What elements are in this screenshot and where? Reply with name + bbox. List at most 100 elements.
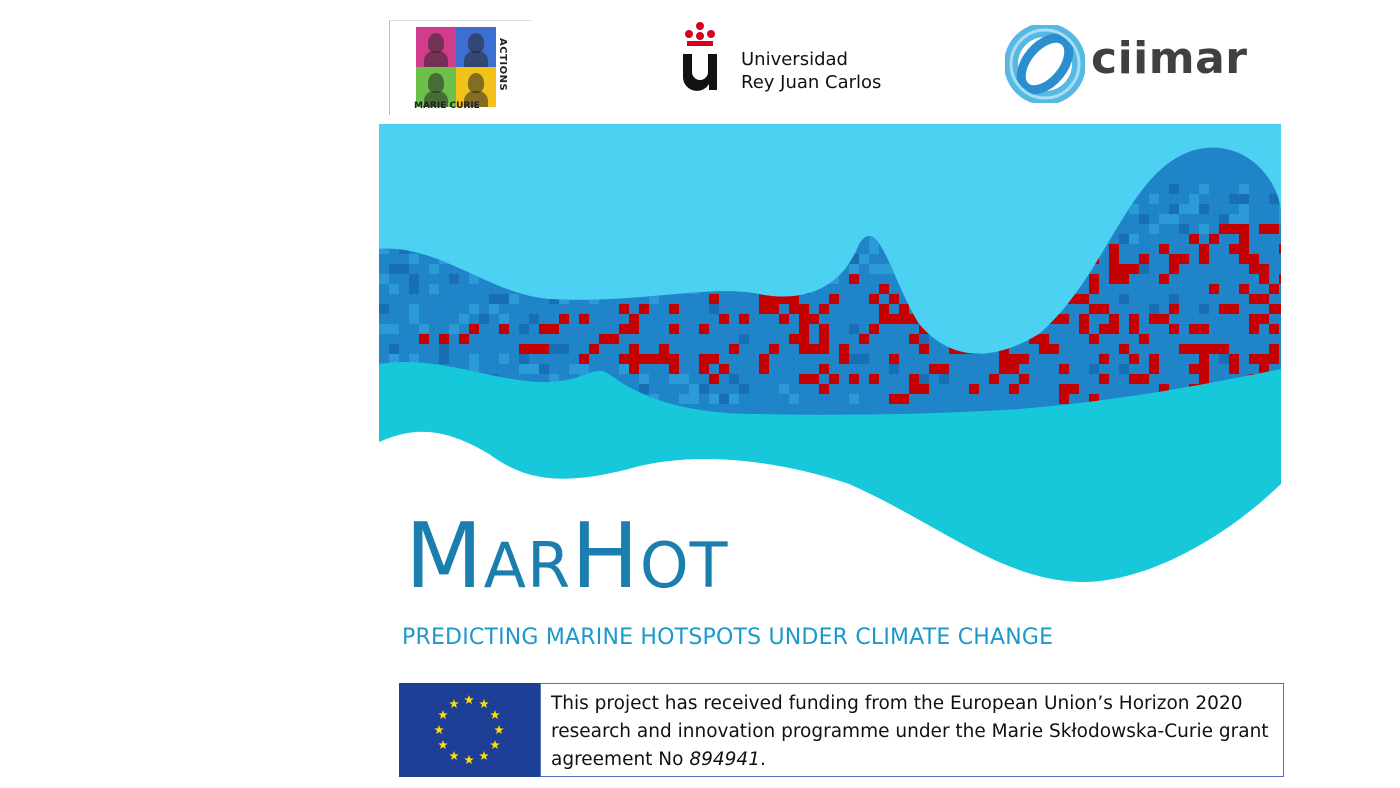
hotspot-pixel [759,304,769,314]
hotspot-pixel [1259,224,1269,234]
hotspot-pixel [819,324,829,334]
title-cap-h: H [571,504,640,609]
funding-text-end: . [759,749,766,770]
ocean-pixel [499,314,509,324]
ocean-pixel [389,284,399,294]
hotspot-pixel [1159,384,1169,394]
hotspot-pixel [1149,314,1159,324]
ocean-pixel [1189,204,1199,214]
hotspot-pixel [1119,344,1129,354]
hotspot-pixel [1259,314,1269,324]
ocean-pixel [1229,214,1239,224]
hotspot-pixel [1249,264,1259,274]
hotspot-pixel [1109,324,1119,334]
hotspot-pixel [799,304,809,314]
ocean-pixel [879,264,889,274]
hotspot-pixel [859,334,869,344]
hotspot-pixel [599,334,609,344]
hotspot-pixel [1189,234,1199,244]
hotspot-pixel [1229,224,1239,234]
marie-curie-portrait-grid-icon [416,27,496,107]
hotspot-pixel [889,294,899,304]
ocean-pixel [509,294,519,304]
hotspot-pixel [769,304,779,314]
hotspot-pixel [819,334,829,344]
hotspot-pixel [1269,304,1279,314]
hotspot-pixel [709,294,719,304]
hotspot-pixel [549,324,559,334]
ocean-pixel [549,374,559,384]
hotspot-pixel [779,314,789,324]
hotspot-pixel [709,374,719,384]
hotspot-pixel [909,374,919,384]
hotspot-pixel [1229,354,1239,364]
hotspot-pixel [629,344,639,354]
ocean-pixel [379,274,389,284]
hotspot-pixel [879,314,889,324]
hotspot-pixel [819,344,829,354]
ciimar-wordmark: ciimar [1091,33,1248,84]
hotspot-pixel [1169,254,1179,264]
ocean-pixel [409,304,419,314]
front-wave [379,361,1281,583]
hotspot-pixel [1269,284,1279,294]
hotspot-pixel [1209,344,1219,354]
ocean-pixel [1139,264,1149,274]
hotspot-pixel [999,364,1009,374]
hotspot-pixel [559,314,569,324]
hotspot-pixel [739,314,749,324]
ocean-pixel [869,244,879,254]
ocean-pixel [709,394,719,404]
urjc-line1: Universidad [741,49,848,70]
hotspot-pixel [1059,394,1069,404]
hotspot-pixel [929,364,939,374]
hotspot-pixel [649,354,659,364]
hotspot-pixel [1159,274,1169,284]
hotspot-pixel [829,374,839,384]
ocean-pixel [1159,214,1169,224]
grant-number: 894941 [689,749,760,770]
hotspot-pixel [1109,254,1119,264]
ocean-pixel [429,264,439,274]
hotspot-pixel [1019,374,1029,384]
eu-star-icon [490,740,500,750]
ocean-pixel [1199,224,1209,234]
hotspot-pixel [939,364,949,374]
ciimar-logo: ciimar [1005,25,1270,103]
ocean-pixel [619,364,629,374]
ocean-pixel [1139,214,1149,224]
ocean-pixel [729,394,739,404]
eu-star-icon [464,755,474,765]
ocean-pixel [1149,304,1159,314]
hotspot-pixel [1079,294,1089,304]
hotspot-pixel [579,314,589,324]
ocean-pixel [389,264,399,274]
hotspot-pixel [1199,354,1209,364]
ocean-pixel [559,344,569,354]
ocean-pixel [1199,204,1209,214]
hotspot-pixel [1219,224,1229,234]
ocean-pixel [569,364,579,374]
hotspot-pixel [619,304,629,314]
ocean-pixel [1179,204,1189,214]
hotspot-pixel [909,314,919,324]
hotspot-pixel [839,354,849,364]
hotspot-pixel [1199,374,1209,384]
hotspot-pixel [1139,334,1149,344]
hotspot-pixel [619,324,629,334]
ocean-pixel [889,364,899,374]
hotspot-pixel [1269,354,1279,364]
hotspot-pixel [629,364,639,374]
hotspot-pixel [659,354,669,364]
hotspot-pixel [1229,364,1239,374]
hotspot-pixel [1089,284,1099,294]
ocean-pixel [849,354,859,364]
eu-star-icon [479,750,489,761]
hotspot-pixel [1189,344,1199,354]
hotspot-pixel [1099,374,1109,384]
hotspot-pixel [1199,364,1209,374]
ocean-pixel [409,274,419,284]
ciimar-ring-icon [1005,25,1085,103]
hotspot-pixel [799,334,809,344]
ocean-pixel [379,324,389,334]
